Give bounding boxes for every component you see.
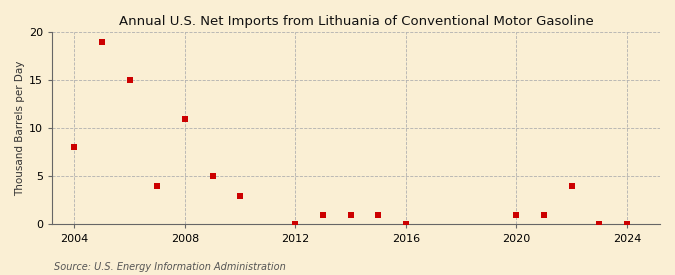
Point — [566, 184, 577, 188]
Point — [97, 39, 107, 44]
Point — [622, 222, 632, 227]
Point — [373, 213, 383, 217]
Point — [180, 116, 190, 121]
Point — [594, 222, 605, 227]
Point — [511, 213, 522, 217]
Point — [539, 213, 549, 217]
Point — [290, 222, 301, 227]
Point — [318, 213, 329, 217]
Point — [235, 193, 246, 198]
Y-axis label: Thousand Barrels per Day: Thousand Barrels per Day — [15, 60, 25, 196]
Point — [207, 174, 218, 178]
Text: Source: U.S. Energy Information Administration: Source: U.S. Energy Information Administ… — [54, 262, 286, 272]
Title: Annual U.S. Net Imports from Lithuania of Conventional Motor Gasoline: Annual U.S. Net Imports from Lithuania o… — [119, 15, 593, 28]
Point — [152, 184, 163, 188]
Point — [124, 78, 135, 82]
Point — [400, 222, 411, 227]
Point — [345, 213, 356, 217]
Point — [69, 145, 80, 150]
